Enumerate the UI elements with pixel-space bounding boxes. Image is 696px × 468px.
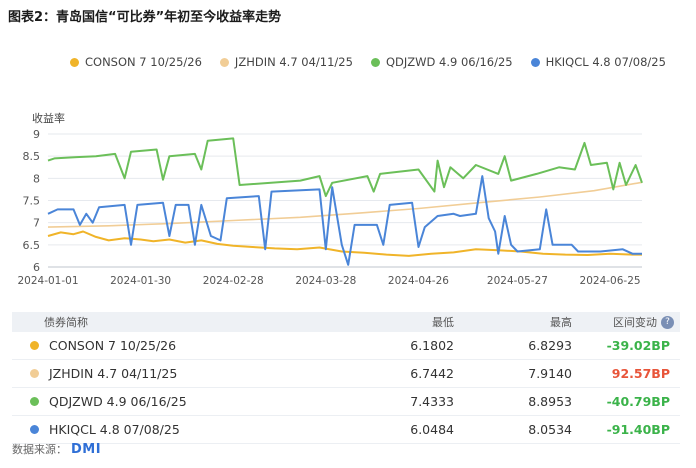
x-tick-label: 2024-02-28 [203,275,264,287]
legend-dot-icon [370,57,380,67]
dmi-logo: DMI [71,441,102,457]
bond-name: CONSON 7 10/25/26 [49,338,177,353]
y-tick-label: 6.5 [23,239,41,252]
legend-label: HKIQCL 4.8 07/08/25 [545,55,666,69]
legend-label: JZHDIN 4.7 04/11/25 [234,55,353,69]
legend-label: CONSON 7 10/25/26 [85,55,202,69]
legend-item-conson[interactable]: CONSON 7 10/25/26 [70,55,202,69]
low-value: 6.1802 [410,338,454,353]
series-line-1 [47,181,643,228]
change-value: 92.57BP [611,366,670,381]
y-tick-label: 6 [33,261,40,274]
bond-table: 债券简称 最低 最高 区间变动 ? CONSON 7 10/25/26 6.18… [12,312,680,444]
header-change-label: 区间变动 [613,316,657,329]
high-value: 6.8293 [528,338,572,353]
low-value: 6.0484 [410,422,454,437]
legend-item-hkiqcl[interactable]: HKIQCL 4.8 07/08/25 [530,55,666,69]
source-label: 数据来源： [12,443,67,456]
series-dot-icon [30,341,39,350]
data-source: 数据来源： DMI [12,441,101,457]
y-tick-label: 8 [33,172,40,185]
x-tick-label: 2024-06-25 [580,275,641,287]
chart-legend: CONSON 7 10/25/26 JZHDIN 4.7 04/11/25 QD… [70,55,666,69]
low-value: 7.4333 [410,394,454,409]
legend-item-jzhdin[interactable]: JZHDIN 4.7 04/11/25 [219,55,353,69]
series-line-3 [47,175,642,266]
table-row: QDJZWD 4.9 06/16/25 7.4333 8.8953 -40.79… [12,388,680,416]
bond-name: JZHDIN 4.7 04/11/25 [49,366,178,381]
bond-name: QDJZWD 4.9 06/16/25 [49,394,187,409]
change-value: -39.02BP [606,338,670,353]
table-row: JZHDIN 4.7 04/11/25 6.7442 7.9140 92.57B… [12,360,680,388]
legend-dot-icon [70,57,79,67]
legend-item-qdjzwd[interactable]: QDJZWD 4.9 06/16/25 [370,55,513,69]
help-icon[interactable]: ? [661,315,674,329]
series-line-0 [47,230,642,257]
header-high: 最高 [550,316,572,329]
header-change: 区间变动 ? [572,314,680,330]
y-tick-label: 7 [33,217,40,230]
bond-name: HKIQCL 4.8 07/08/25 [49,422,180,437]
table-header: 债券简称 最低 最高 区间变动 ? [12,312,680,332]
y-tick-label: 8.5 [23,150,41,163]
header-name: 债券简称 [44,316,88,329]
x-tick-label: 2024-01-30 [110,275,171,287]
change-value: -91.40BP [606,422,670,437]
y-tick-label: 9 [33,128,40,141]
legend-label: QDJZWD 4.9 06/16/25 [385,55,513,69]
figure-title: 图表2：青岛国信“可比券”年初至今收益率走势 [8,10,282,25]
table-row: HKIQCL 4.8 07/08/25 6.0484 8.0534 -91.40… [12,416,680,444]
high-value: 7.9140 [528,366,572,381]
x-tick-label: 2024-04-26 [388,275,449,287]
x-tick-label: 2024-05-27 [487,275,548,287]
yield-line-chart: 6 6.5 7 7.5 8 8.5 9 2024-01-01 2024-01-30 2024-02… [17,128,643,287]
table-row: CONSON 7 10/25/26 6.1802 6.8293 -39.02BP [12,332,680,360]
change-value: -40.79BP [606,394,670,409]
x-tick-label: 2024-03-28 [295,275,356,287]
series-dot-icon [30,425,39,434]
series-dot-icon [30,369,39,378]
high-value: 8.0534 [528,422,572,437]
series-line-2 [47,137,643,198]
high-value: 8.8953 [528,394,572,409]
legend-dot-icon [530,57,540,67]
x-tick-label: 2024-01-01 [17,275,78,287]
series-dot-icon [30,397,39,406]
y-axis-label: 收益率 [32,112,65,125]
y-tick-label: 7.5 [23,195,41,208]
header-low: 最低 [432,316,454,329]
legend-dot-icon [219,57,229,67]
low-value: 6.7442 [410,366,454,381]
